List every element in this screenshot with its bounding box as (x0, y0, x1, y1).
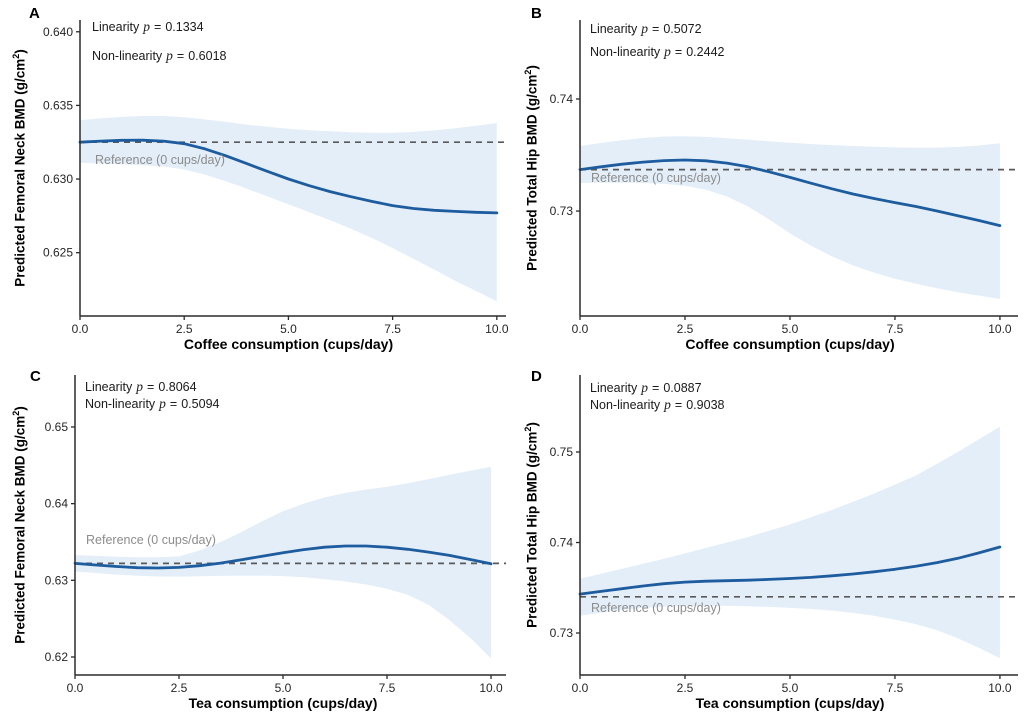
y-tick-label: 0.73 (550, 204, 574, 218)
p-symbol: p (664, 44, 671, 59)
p-symbol: p (159, 396, 166, 411)
chart-d: 0.0 2.5 5.0 7.5 10.0 0.73 0.74 0.75 (550, 375, 1018, 695)
superscript-two: 2 (523, 69, 533, 75)
y-tick-label: 0.640 (43, 25, 73, 39)
panel-a: 0.0 2.5 5.0 7.5 10.0 0.625 0.630 0.635 0.640 A L… (0, 0, 512, 360)
y-tick-label: 0.73 (550, 626, 574, 640)
x-tick-label: 0.0 (67, 681, 84, 695)
nonlinearity-p-text: Non-linearity p = 0.2442 (590, 44, 725, 59)
x-axis-title: Tea consumption (cups/day) (188, 695, 378, 711)
nonlinearity-p-text: Non-linearity p = 0.5094 (85, 396, 220, 411)
confidence-band (75, 466, 491, 659)
trend-line (578, 545, 1002, 596)
panel-c: 0.0 2.5 5.0 7.5 10.0 0.62 0.63 0.64 0.65 C Linea… (0, 360, 512, 720)
reference-label: Reference (0 cups/day) (86, 533, 216, 547)
linearity-p-text: Linearity p = 0.8064 (85, 379, 197, 394)
x-tick-label: 2.5 (677, 681, 694, 695)
p-symbol: p (136, 379, 143, 394)
x-tick-label: 10.0 (988, 681, 1012, 695)
trend-line (73, 544, 493, 570)
x-tick-label: 0.0 (72, 322, 89, 336)
confidence-band (580, 426, 1000, 659)
superscript-two: 2 (11, 410, 21, 416)
y-tick-label: 0.63 (45, 573, 69, 587)
panel-letter-a: A (29, 5, 40, 22)
confidence-band (80, 116, 497, 302)
x-tick-label: 7.5 (379, 681, 396, 695)
y-tick-label: 0.65 (45, 420, 69, 434)
nonlinearity-p-text: Non-linearity p = 0.6018 (92, 48, 227, 63)
chart-c: 0.0 2.5 5.0 7.5 10.0 0.62 0.63 0.64 0.65 (45, 375, 506, 695)
p-symbol: p (664, 397, 671, 412)
y-tick-label: 0.630 (43, 172, 73, 186)
y-tick-label: 0.635 (43, 98, 73, 112)
linearity-p-text: Linearity p = 0.1334 (92, 19, 204, 34)
x-tick-label: 7.5 (887, 681, 904, 695)
reference-label: Reference (0 cups/day) (591, 171, 721, 185)
reference-label: Reference (0 cups/day) (95, 153, 225, 167)
y-axis-title: Predicted Total Hip BMD (g/cm2) (523, 65, 540, 271)
chart-b: 0.0 2.5 5.0 7.5 10.0 0.73 0.74 (550, 20, 1018, 336)
superscript-two: 2 (523, 426, 533, 432)
trend-line (578, 158, 1002, 227)
p-symbol: p (143, 19, 150, 34)
x-tick-label: 5.0 (275, 681, 292, 695)
x-tick-label: 0.0 (572, 681, 589, 695)
y-axis-title: Predicted Femoral Neck BMD (g/cm2) (11, 406, 28, 644)
p-value-annotation: Linearity p = 0.5072 Non-linearity p = 0.2442 (590, 21, 724, 60)
panel-letter-b: B (531, 5, 542, 22)
y-axis-title: Predicted Total Hip BMD (g/cm2) (523, 422, 540, 628)
p-value-annotation: Linearity p = 0.0887 Non-linearity p = 0.9038 (590, 380, 724, 413)
panel-d: 0.0 2.5 5.0 7.5 10.0 0.73 0.74 0.75 D Linearity… (512, 360, 1024, 720)
p-symbol: p (166, 48, 173, 63)
p-value-annotation: Linearity p = 0.8064 Non-linearity p = 0.5094 (85, 379, 219, 412)
x-tick-label: 7.5 (384, 322, 401, 336)
reference-label: Reference (0 cups/day) (591, 601, 721, 615)
x-tick-label: 10.0 (988, 322, 1012, 336)
linearity-p-text: Linearity p = 0.5072 (590, 21, 702, 36)
nonlinearity-p-text: Non-linearity p = 0.9038 (590, 397, 725, 412)
y-tick-label: 0.74 (550, 536, 574, 550)
y-tick-label: 0.625 (43, 246, 73, 260)
y-tick-label: 0.62 (45, 650, 69, 664)
x-tick-label: 7.5 (887, 322, 904, 336)
p-symbol: p (641, 21, 648, 36)
x-tick-label: 2.5 (171, 681, 188, 695)
panel-letter-c: C (30, 368, 41, 385)
y-axis-title: Predicted Femoral Neck BMD (g/cm2) (11, 49, 28, 287)
y-tick-label: 0.75 (550, 445, 574, 459)
p-value-annotation: Linearity p = 0.1334 Non-linearity p = 0.6018 (92, 19, 226, 64)
x-tick-label: 10.0 (485, 322, 509, 336)
p-symbol: p (641, 380, 648, 395)
x-axis-title: Coffee consumption (cups/day) (685, 336, 895, 352)
x-tick-label: 5.0 (280, 322, 297, 336)
chart-a: 0.0 2.5 5.0 7.5 10.0 0.625 0.630 0.635 0.640 (43, 20, 509, 336)
panel-b: 0.0 2.5 5.0 7.5 10.0 0.73 0.74 B Linearity p = 0.… (512, 0, 1024, 360)
trend-line (78, 138, 499, 215)
x-tick-label: 0.0 (572, 322, 589, 336)
confidence-band (580, 136, 1000, 299)
superscript-two: 2 (11, 53, 21, 59)
y-tick-label: 0.64 (45, 497, 69, 511)
x-axis-title: Tea consumption (cups/day) (695, 695, 885, 711)
panel-letter-d: D (531, 368, 542, 385)
linearity-p-text: Linearity p = 0.0887 (590, 380, 702, 395)
y-tick-label: 0.74 (550, 92, 574, 106)
x-tick-label: 5.0 (782, 322, 799, 336)
x-axis-title: Coffee consumption (cups/day) (183, 336, 394, 352)
x-tick-label: 2.5 (677, 322, 694, 336)
x-tick-label: 5.0 (782, 681, 799, 695)
x-tick-label: 2.5 (176, 322, 193, 336)
x-tick-label: 10.0 (479, 681, 503, 695)
